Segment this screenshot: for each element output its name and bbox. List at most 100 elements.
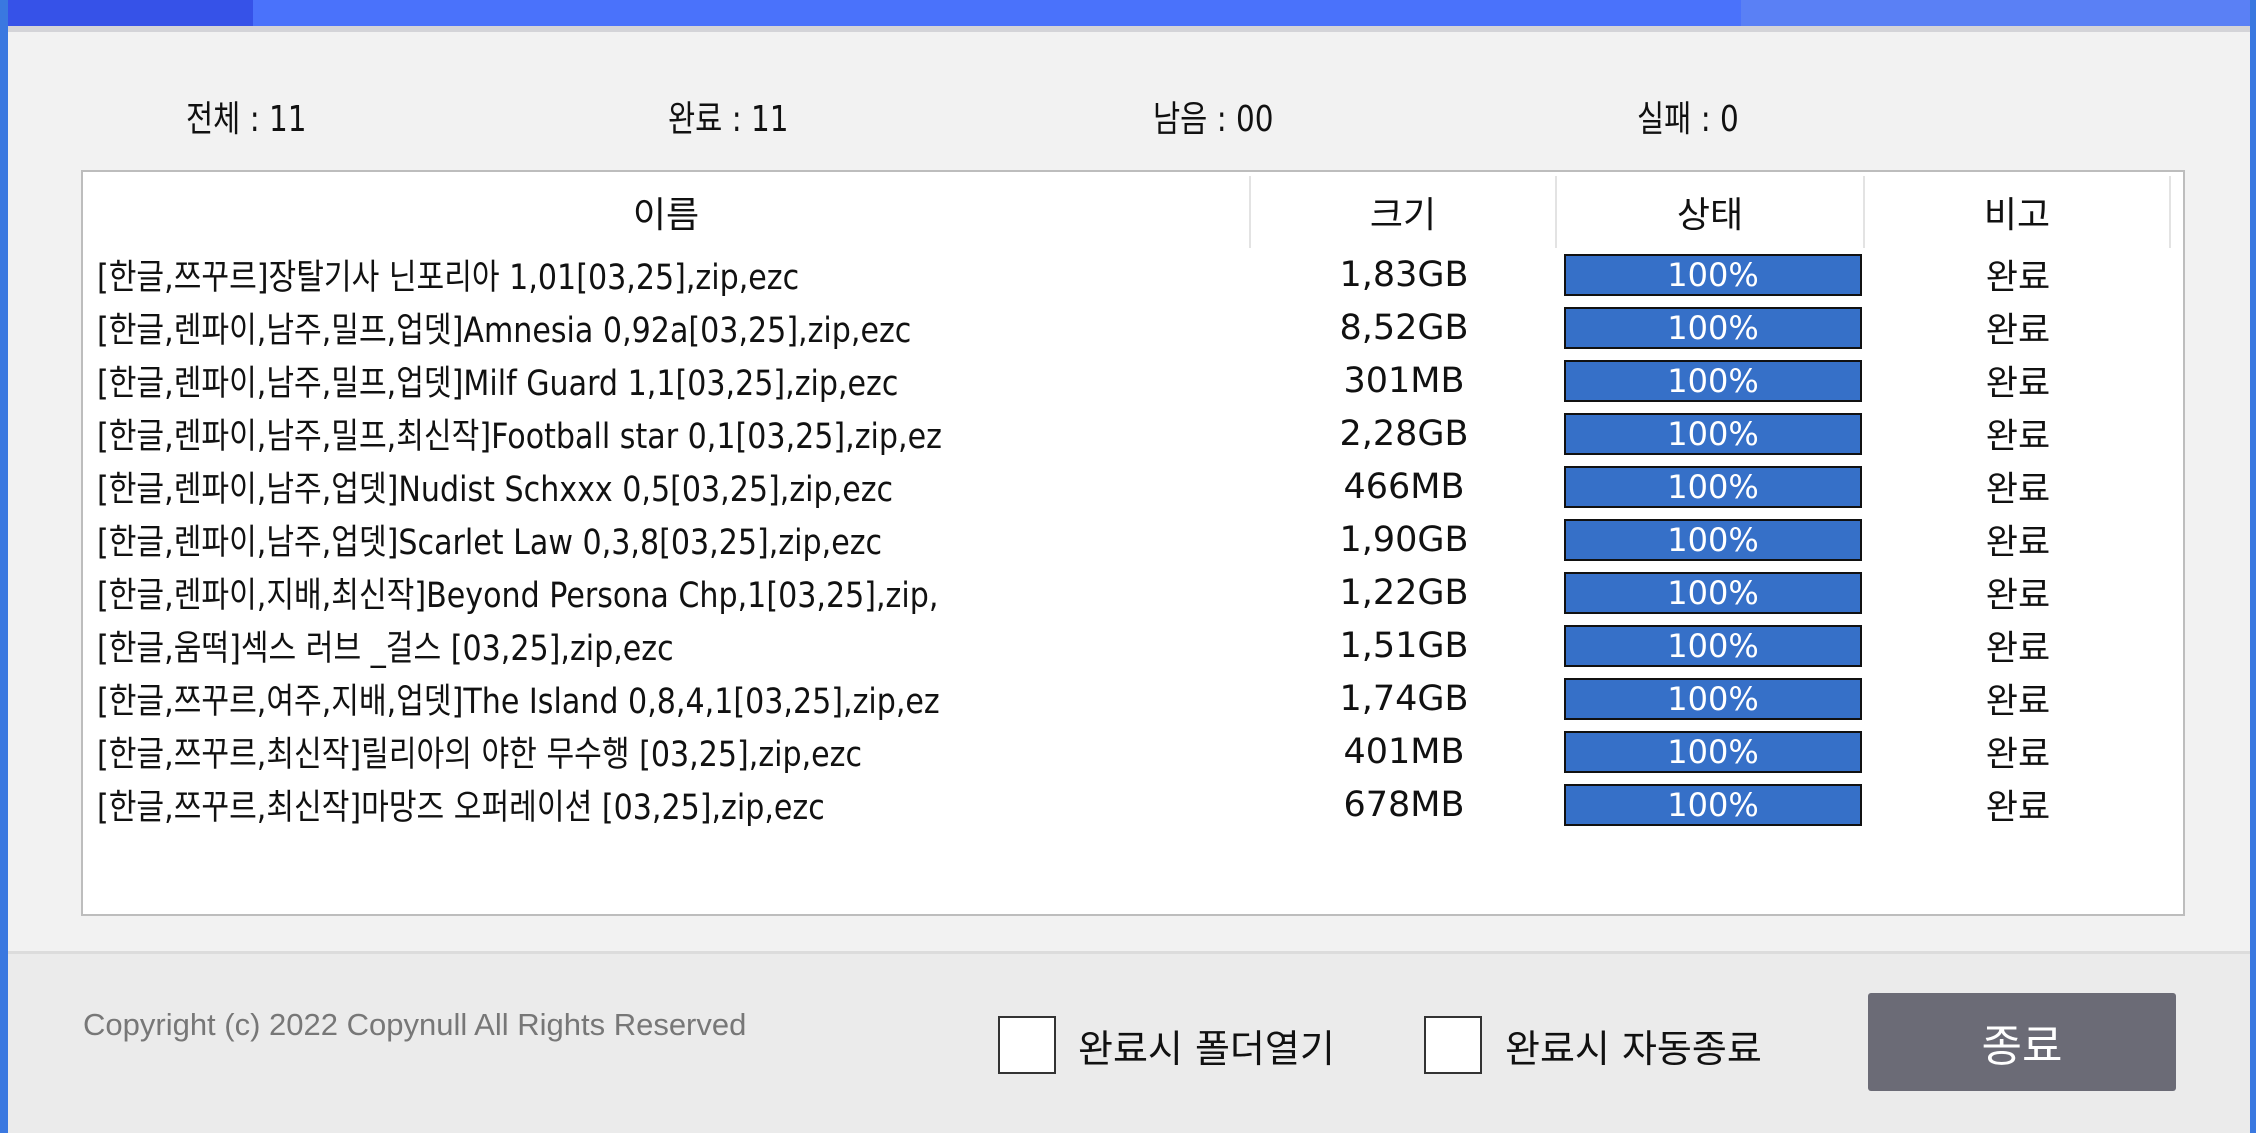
table-row[interactable]: [한글,쯔꾸르]장탈기사 닌포리아 1,01[03,25],zip,ezc 1,8… <box>83 248 2183 301</box>
file-size: 466MB <box>1343 466 1465 507</box>
file-name-text: [한글,렌파이,남주,업뎃]Nudist Schxxx 0,5[03,25],z… <box>97 470 894 510</box>
file-name: [한글,쯔꾸르]장탈기사 닌포리아 1,01[03,25],zip,ezc <box>97 248 1332 301</box>
auto-exit-label[interactable]: 완료시 자동종료 <box>1505 1026 1762 1071</box>
note: 완료 <box>1985 629 2051 669</box>
file-name: [한글,렌파이,남주,밀프,최신작]Football star 0,1[03,2… <box>97 407 1332 460</box>
progress-label: 100% <box>1667 361 1759 400</box>
column-header-note[interactable]: 비고 <box>1865 176 2171 248</box>
file-size: 1,90GB <box>1339 519 1469 560</box>
progress-bar: 100% <box>1564 465 1862 508</box>
file-name: [한글,렌파이,남주,업뎃]Nudist Schxxx 0,5[03,25],z… <box>97 460 1332 513</box>
progress-label: 100% <box>1667 308 1759 347</box>
file-name-text: [한글,렌파이,지배,최신작]Beyond Persona Chp,1[03,2… <box>97 576 939 616</box>
note: 완료 <box>1985 682 2051 722</box>
progress-label: 100% <box>1667 573 1759 612</box>
stat-remaining: 남음 : 00 <box>1153 99 1274 140</box>
progress-bar: 100% <box>1564 253 1862 296</box>
table-row[interactable]: [한글,움떡]섹스 러브 _걸스 [03,25],zip,ezc 1,51GB 10… <box>83 619 2183 672</box>
open-folder-label[interactable]: 완료시 폴더열기 <box>1078 1026 1335 1071</box>
progress-label: 100% <box>1667 732 1759 771</box>
table-row[interactable]: [한글,렌파이,지배,최신작]Beyond Persona Chp,1[03,2… <box>83 566 2183 619</box>
title-bar[interactable] <box>0 0 2256 26</box>
progress-bar: 100% <box>1564 677 1862 720</box>
progress-label: 100% <box>1667 414 1759 453</box>
auto-exit-checkbox[interactable] <box>1424 1016 1482 1074</box>
file-name: [한글,렌파이,남주,밀프,업뎃]Amnesia 0,92a[03,25],zi… <box>97 301 1332 354</box>
progress-label: 100% <box>1667 679 1759 718</box>
progress-fill <box>1566 520 1860 559</box>
file-size: 1,83GB <box>1339 254 1469 295</box>
status-cell: 100% <box>1564 460 1862 513</box>
status-cell: 100% <box>1564 354 1862 407</box>
column-header-size[interactable]: 크기 <box>1251 176 1557 248</box>
status-cell: 100% <box>1564 513 1862 566</box>
table-row[interactable]: [한글,렌파이,남주,밀프,최신작]Football star 0,1[03,2… <box>83 407 2183 460</box>
progress-fill <box>1566 308 1860 347</box>
note: 완료 <box>1985 576 2051 616</box>
table-row[interactable]: [한글,렌파이,남주,밀프,업뎃]Milf Guard 1,1[03,25],z… <box>83 354 2183 407</box>
window-border <box>0 0 8 1133</box>
file-name-text: [한글,렌파이,남주,밀프,최신작]Football star 0,1[03,2… <box>97 417 942 457</box>
note: 완료 <box>1985 258 2051 298</box>
column-header-name[interactable]: 이름 <box>83 176 1251 248</box>
file-name: [한글,쯔꾸르,최신작]마망즈 오퍼레이션 [03,25],zip,ezc <box>97 778 1332 831</box>
progress-fill <box>1566 785 1860 824</box>
file-name-text: [한글,쯔꾸르,여주,지배,업뎃]The Island 0,8,4,1[03,2… <box>97 682 940 722</box>
progress-bar: 100% <box>1564 306 1862 349</box>
note: 완료 <box>1985 364 2051 404</box>
note: 완료 <box>1985 311 2051 351</box>
column-header-status[interactable]: 상태 <box>1557 176 1865 248</box>
file-name: [한글,쯔꾸르,최신작]릴리아의 야한 무수행 [03,25],zip,ezc <box>97 725 1332 778</box>
stat-done: 완료 : 11 <box>668 99 789 140</box>
progress-fill <box>1566 467 1860 506</box>
copyright-text: Copyright (c) 2022 Copynull All Rights R… <box>83 1007 747 1042</box>
table-row[interactable]: [한글,쯔꾸르,여주,지배,업뎃]The Island 0,8,4,1[03,2… <box>83 672 2183 725</box>
file-name: [한글,쯔꾸르,여주,지배,업뎃]The Island 0,8,4,1[03,2… <box>97 672 1332 725</box>
file-name: [한글,렌파이,남주,업뎃]Scarlet Law 0,3,8[03,25],z… <box>97 513 1332 566</box>
download-list[interactable]: 이름 크기 상태 비고 [한글,쯔꾸르]장탈기사 닌포리아 1,01[03,25… <box>81 170 2185 916</box>
progress-bar: 100% <box>1564 571 1862 614</box>
exit-button[interactable]: 종료 <box>1868 993 2176 1091</box>
note: 완료 <box>1985 417 2051 457</box>
file-size: 401MB <box>1343 731 1465 772</box>
divider <box>0 26 2256 32</box>
file-name: [한글,렌파이,남주,밀프,업뎃]Milf Guard 1,1[03,25],z… <box>97 354 1332 407</box>
file-size: 678MB <box>1343 784 1465 825</box>
progress-label: 100% <box>1667 785 1759 824</box>
file-name-text: [한글,렌파이,남주,업뎃]Scarlet Law 0,3,8[03,25],z… <box>97 523 883 563</box>
progress-bar: 100% <box>1564 783 1862 826</box>
progress-fill <box>1566 255 1860 294</box>
divider <box>8 951 2250 954</box>
status-cell: 100% <box>1564 301 1862 354</box>
table-row[interactable]: [한글,쯔꾸르,최신작]릴리아의 야한 무수행 [03,25],zip,ezc 4… <box>83 725 2183 778</box>
table-row[interactable]: [한글,렌파이,남주,밀프,업뎃]Amnesia 0,92a[03,25],zi… <box>83 301 2183 354</box>
note: 완료 <box>1985 788 2051 828</box>
title-bar-segment <box>1741 0 2256 26</box>
open-folder-checkbox[interactable] <box>998 1016 1056 1074</box>
progress-fill <box>1566 732 1860 771</box>
stat-total: 전체 : 11 <box>186 99 307 140</box>
status-cell: 100% <box>1564 248 1862 301</box>
status-cell: 100% <box>1564 725 1862 778</box>
progress-bar: 100% <box>1564 624 1862 667</box>
table-row[interactable]: [한글,렌파이,남주,업뎃]Scarlet Law 0,3,8[03,25],z… <box>83 513 2183 566</box>
title-bar-segment <box>0 0 253 26</box>
stat-failed: 실패 : 0 <box>1637 99 1739 140</box>
file-size: 8,52GB <box>1339 307 1469 348</box>
table-row[interactable]: [한글,렌파이,남주,업뎃]Nudist Schxxx 0,5[03,25],z… <box>83 460 2183 513</box>
progress-bar: 100% <box>1564 412 1862 455</box>
progress-fill <box>1566 626 1860 665</box>
note: 완료 <box>1985 470 2051 510</box>
file-name-text: [한글,쯔꾸르,최신작]릴리아의 야한 무수행 [03,25],zip,ezc <box>97 735 863 775</box>
file-size: 1,74GB <box>1339 678 1469 719</box>
progress-fill <box>1566 573 1860 612</box>
progress-bar: 100% <box>1564 359 1862 402</box>
file-name: [한글,렌파이,지배,최신작]Beyond Persona Chp,1[03,2… <box>97 566 1332 619</box>
table-row[interactable]: [한글,쯔꾸르,최신작]마망즈 오퍼레이션 [03,25],zip,ezc 678… <box>83 778 2183 831</box>
progress-fill <box>1566 361 1860 400</box>
note: 완료 <box>1985 735 2051 775</box>
progress-bar: 100% <box>1564 518 1862 561</box>
progress-label: 100% <box>1667 255 1759 294</box>
window-border <box>2250 0 2256 1133</box>
status-cell: 100% <box>1564 672 1862 725</box>
